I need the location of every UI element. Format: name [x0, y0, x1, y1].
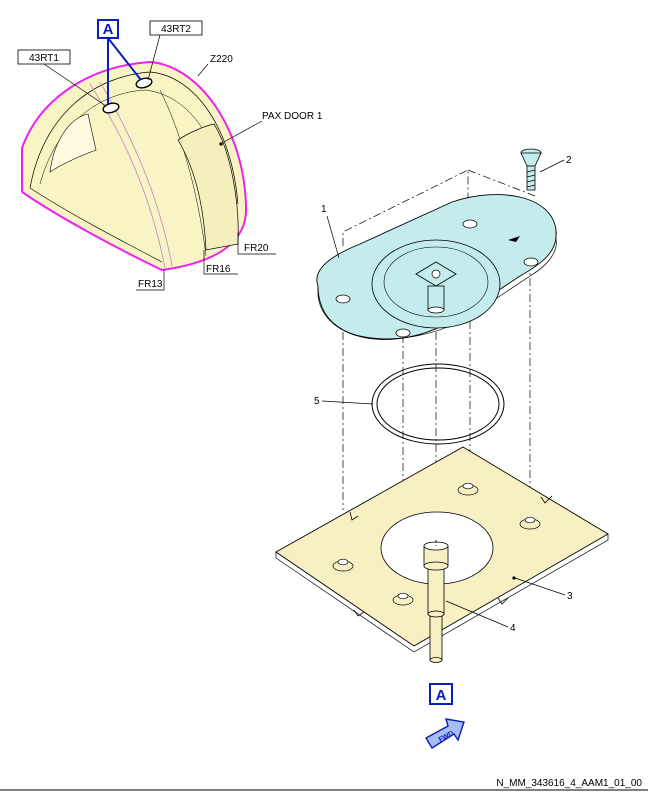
access-panel-43rt2 — [135, 77, 153, 89]
label-fr20: FR20 — [244, 243, 269, 254]
mounting-flange — [316, 194, 557, 340]
fuselage-section — [21, 60, 248, 272]
fuselage-outline — [21, 60, 248, 272]
pax-door-outline — [177, 123, 239, 251]
access-panel-43rt1 — [102, 102, 120, 114]
label-z220: Z220 — [210, 54, 233, 65]
item-number-1: 1 — [321, 204, 327, 215]
callout-fr13: FR13 — [136, 270, 165, 291]
item-number-5: 5 — [314, 396, 320, 407]
callout-43rt1: 43RT1 — [17, 49, 107, 107]
item-number-2: 2 — [566, 155, 572, 166]
callout-z220: Z220 — [197, 54, 233, 77]
label-43rt2: 43RT2 — [161, 24, 191, 35]
view-a-tag-top: A — [97, 19, 142, 104]
view-a-tag-bottom-label: A — [436, 687, 447, 704]
callout-fr16: FR16 — [203, 250, 238, 275]
label-fr16: FR16 — [206, 264, 231, 275]
callout-43rt2: 43RT2 — [147, 20, 203, 81]
fwd-arrow-icon: FWD — [425, 718, 465, 749]
label-pax-door: PAX DOOR 1 — [262, 111, 323, 122]
screw — [520, 148, 542, 191]
fuselage-opening — [49, 113, 97, 173]
callout-item-5: 5 — [314, 396, 374, 407]
label-43rt1: 43RT1 — [29, 53, 59, 64]
view-a-tag-label: A — [103, 21, 114, 38]
callout-item-4: 4 — [445, 600, 516, 634]
callout-fr20: FR20 — [237, 232, 276, 255]
label-fr13: FR13 — [138, 279, 163, 290]
callout-item-2: 2 — [539, 155, 572, 173]
probe-pin — [423, 540, 449, 663]
view-a-tag-bottom: A — [429, 683, 453, 705]
item-number-4: 4 — [510, 623, 516, 634]
item-number-3: 3 — [567, 591, 573, 602]
callout-pax-door: PAX DOOR 1 — [219, 111, 323, 146]
seal-ring — [371, 363, 505, 445]
callout-item-3: 3 — [512, 576, 573, 602]
drawing-id: N_MM_343616_4_AAM1_01_00 — [496, 778, 642, 789]
callout-item-1: 1 — [321, 204, 340, 259]
